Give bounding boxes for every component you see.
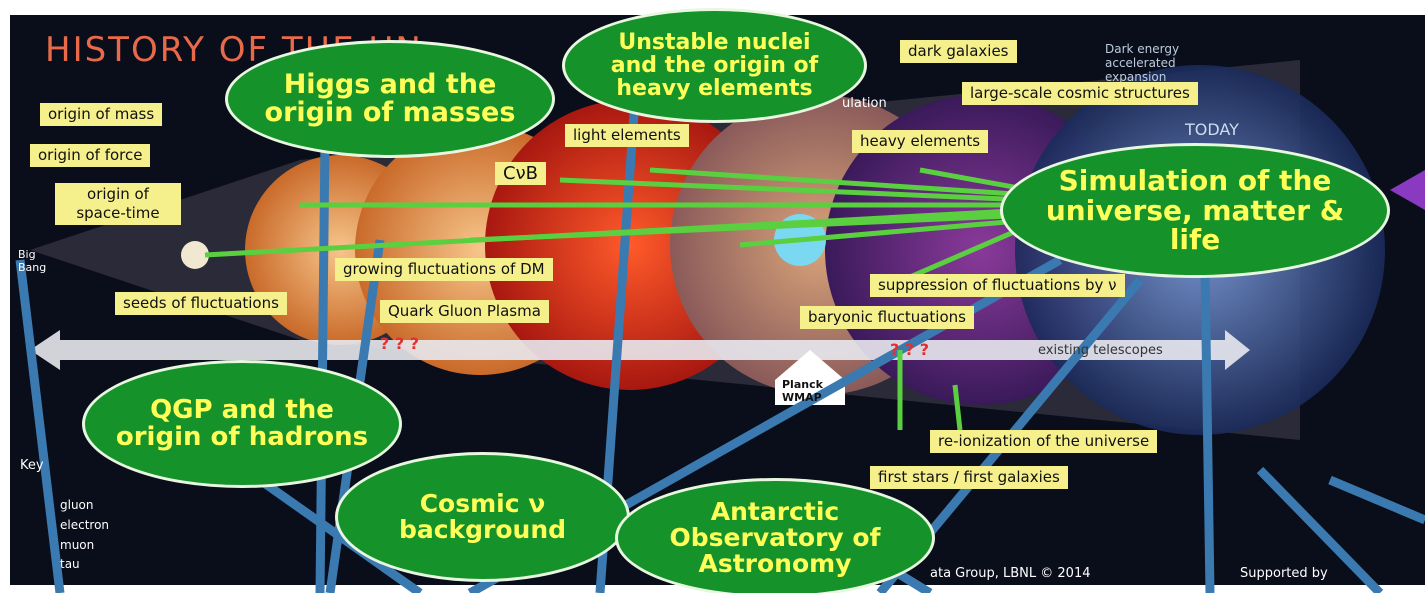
note: ulation: [842, 96, 887, 111]
credit: Supported by: [1240, 566, 1328, 581]
label: suppression of fluctuations by ν: [870, 274, 1125, 297]
topic-bubble: Antarctic Observatory of Astronomy: [615, 478, 935, 593]
label: seeds of fluctuations: [115, 292, 287, 315]
legend-entry: muon: [60, 538, 95, 552]
legend-entry: electron: [60, 518, 110, 532]
topic-bubble: QGP and the origin of hadrons: [82, 360, 402, 488]
label: large-scale cosmic structures: [962, 82, 1198, 105]
note: Big Bang: [18, 248, 47, 274]
label: origin of space-time: [55, 183, 181, 225]
note: ? ? ?: [890, 340, 929, 359]
topic-bubble: Cosmic ν background: [335, 452, 630, 582]
label: CνB: [495, 162, 546, 185]
note: Planck WMAP: [782, 378, 823, 404]
label: dark galaxies: [900, 40, 1017, 63]
label: re-ionization of the universe: [930, 430, 1158, 453]
note: existing telescopes: [1038, 343, 1163, 358]
note: Key: [20, 458, 44, 473]
topic-bubble: Higgs and the origin of masses: [225, 40, 555, 158]
label: first stars / first galaxies: [870, 466, 1068, 489]
label: growing fluctuations of DM: [335, 258, 553, 281]
legend-entry: gluon: [60, 498, 94, 512]
label: baryonic fluctuations: [800, 306, 974, 329]
note: TODAY: [1185, 120, 1239, 139]
note: Dark energy accelerated expansion: [1105, 42, 1180, 84]
label: heavy elements: [852, 130, 989, 153]
legend-entry: tau: [60, 557, 80, 571]
note: ? ? ?: [380, 334, 419, 353]
label: origin of force: [30, 144, 151, 167]
label: light elements: [565, 124, 689, 147]
label: origin of mass: [40, 103, 163, 126]
topic-bubble: Unstable nuclei and the origin of heavy …: [562, 8, 867, 123]
label: Quark Gluon Plasma: [380, 300, 549, 323]
credit: ata Group, LBNL © 2014: [930, 566, 1091, 581]
topic-bubble: Simulation of the universe, matter & lif…: [1000, 143, 1390, 278]
